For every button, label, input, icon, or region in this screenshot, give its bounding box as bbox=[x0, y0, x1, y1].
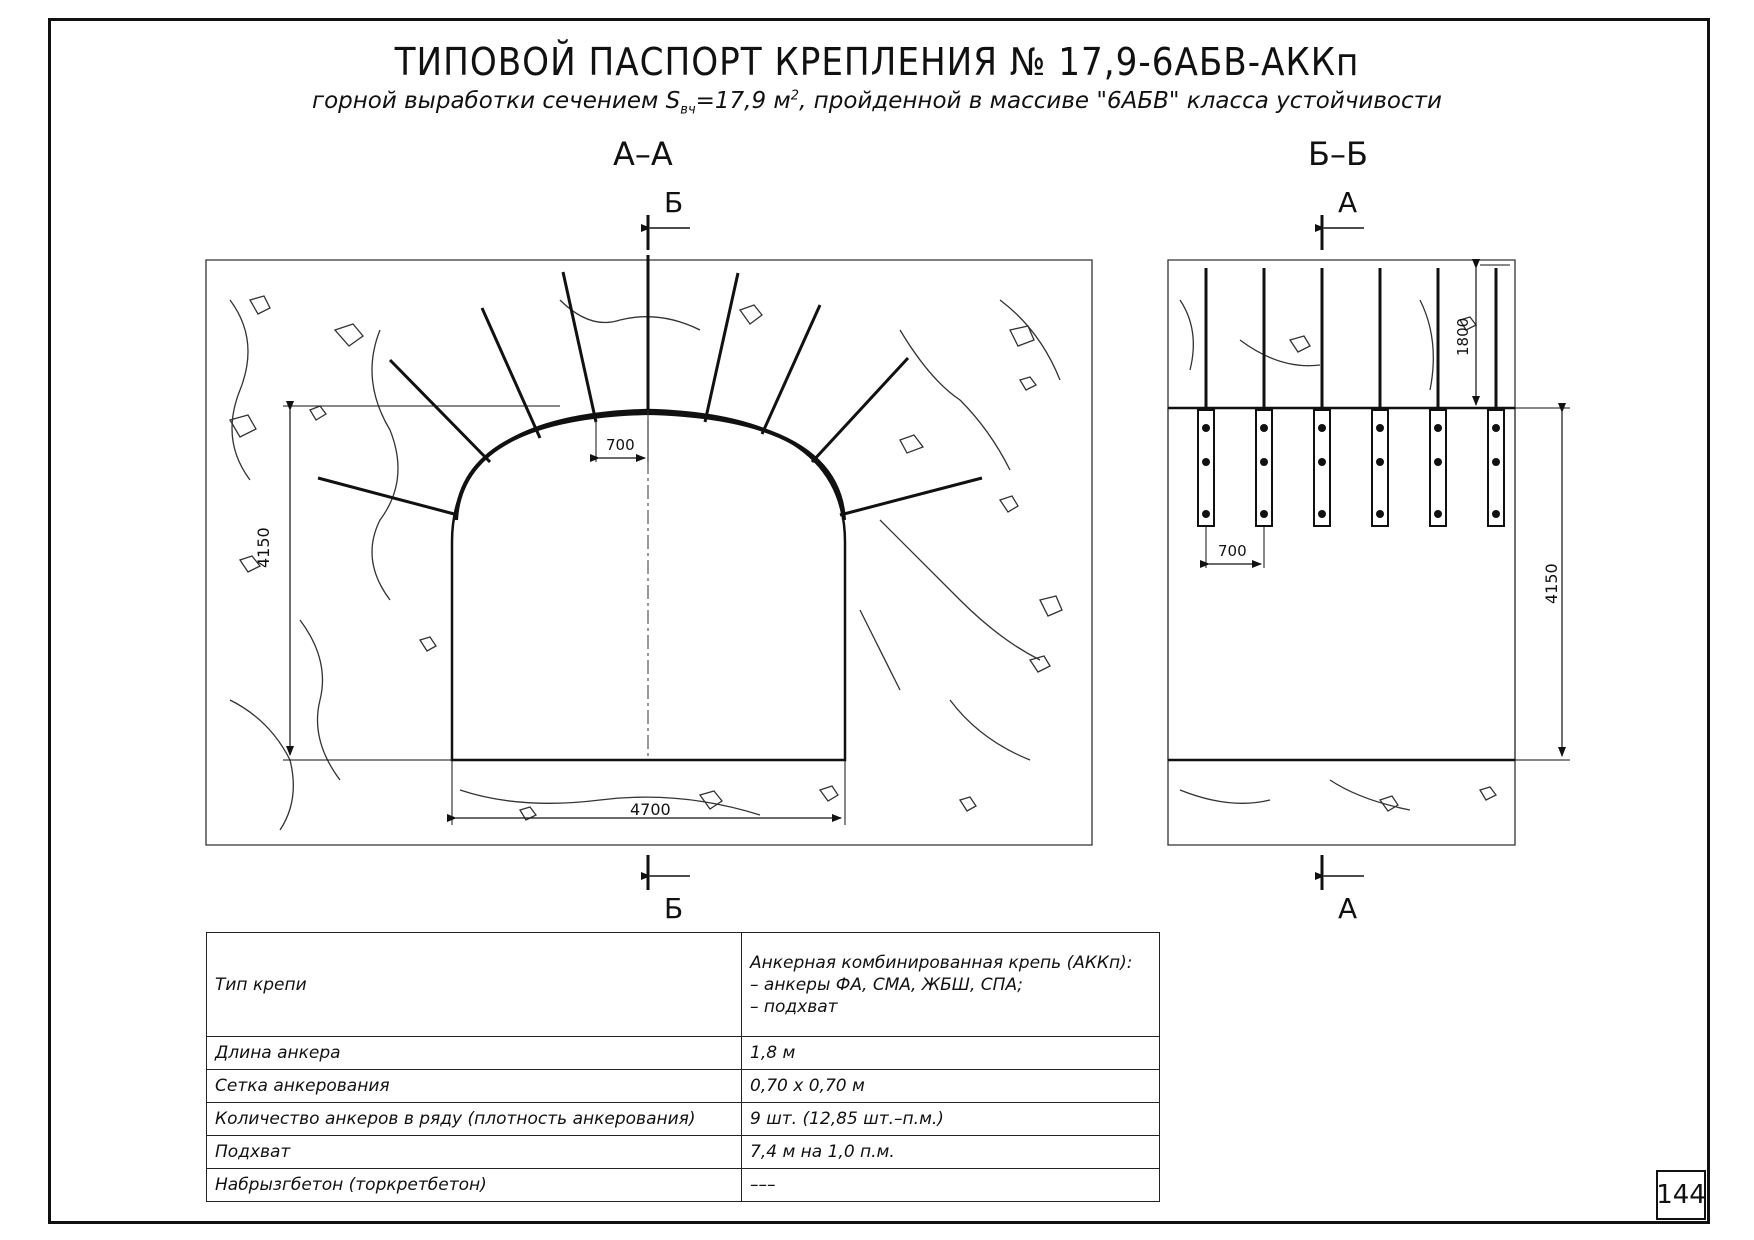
spec-value-line: Анкерная комбинированная крепь (АККп): bbox=[750, 952, 1133, 973]
spec-table: Тип крепи Анкерная комбинированная крепь … bbox=[206, 932, 1160, 1202]
section-aa-cut-label-top: Б bbox=[664, 186, 684, 219]
anchor-2 bbox=[388, 358, 492, 464]
section-bb-cut-marks bbox=[1315, 215, 1364, 890]
spec-value: 9 шт. (12,85 шт.–п.м.) bbox=[741, 1102, 1160, 1136]
spec-value-line: 0,70 х 0,70 м bbox=[750, 1076, 865, 1096]
spec-value: Анкерная комбинированная крепь (АККп): –… bbox=[741, 932, 1160, 1037]
spec-row: Сетка анкерования 0,70 х 0,70 м bbox=[206, 1069, 1160, 1103]
section-bb-anchors bbox=[1204, 268, 1498, 408]
anchor-6 bbox=[703, 272, 740, 423]
spec-key: Тип крепи bbox=[206, 932, 742, 1037]
spec-value: 7,4 м на 1,0 п.м. bbox=[741, 1135, 1160, 1169]
spec-value: ––– bbox=[741, 1168, 1160, 1202]
spec-key: Количество анкеров в ряду (плотность анк… bbox=[206, 1102, 742, 1136]
section-bb-straps bbox=[1197, 409, 1505, 527]
spec-value-line: 7,4 м на 1,0 п.м. bbox=[750, 1142, 895, 1162]
spec-value-line: ––– bbox=[750, 1175, 776, 1195]
spec-value-line: 1,8 м bbox=[750, 1043, 796, 1063]
spec-row: Подхват 7,4 м на 1,0 п.м. bbox=[206, 1135, 1160, 1169]
drawing-title: ТИПОВОЙ ПАСПОРТ КРЕПЛЕНИЯ № 17,9-6АБВ-АК… bbox=[394, 40, 1360, 84]
section-aa-cut-label-bottom: Б bbox=[664, 892, 684, 925]
spec-value-line: – анкеры ФА, СМА, ЖБШ, СПА; bbox=[750, 974, 1023, 995]
section-bb-cut-label-top: А bbox=[1338, 186, 1358, 219]
drawing-frame bbox=[48, 18, 1710, 1224]
section-bb-spacing-dim: 700 bbox=[1218, 542, 1247, 560]
section-aa-width-dim: 4700 bbox=[630, 800, 671, 819]
spec-key: Сетка анкерования bbox=[206, 1069, 742, 1103]
spec-key: Подхват bbox=[206, 1135, 742, 1169]
spec-value-line: – подхват bbox=[750, 996, 838, 1017]
anchor-8 bbox=[810, 356, 910, 464]
section-aa-anchors bbox=[317, 255, 983, 517]
section-bb-strap-bolts bbox=[1202, 424, 1500, 518]
spec-key: Длина анкера bbox=[206, 1036, 742, 1070]
section-aa-height-dim: 4150 bbox=[254, 527, 273, 568]
section-bb-title: Б–Б bbox=[1308, 135, 1368, 173]
spec-value: 1,8 м bbox=[741, 1036, 1160, 1070]
drawing-subtitle: горной выработки сечением Sвч=17,9 м2, п… bbox=[312, 88, 1442, 118]
page-number: 144 bbox=[1656, 1170, 1706, 1220]
spec-row: Количество анкеров в ряду (плотность анк… bbox=[206, 1102, 1160, 1136]
spec-row: Длина анкера 1,8 м bbox=[206, 1036, 1160, 1070]
anchor-3 bbox=[480, 307, 542, 439]
section-bb-height-dim: 4150 bbox=[1542, 563, 1561, 604]
spec-value-line: 9 шт. (12,85 шт.–п.м.) bbox=[750, 1109, 944, 1129]
anchor-4 bbox=[561, 271, 598, 423]
anchor-7 bbox=[760, 304, 822, 435]
spec-key: Набрызгбетон (торкретбетон) bbox=[206, 1168, 742, 1202]
section-aa-title: А–А bbox=[613, 135, 673, 173]
anchor-9 bbox=[839, 476, 983, 517]
section-aa-spacing-dim: 700 bbox=[606, 436, 635, 454]
anchor-1 bbox=[317, 476, 459, 517]
section-aa-cut-marks bbox=[641, 215, 690, 890]
section-bb-anchor-dim: 1800 bbox=[1454, 317, 1472, 356]
spec-row: Набрызгбетон (торкретбетон) ––– bbox=[206, 1168, 1160, 1202]
spec-row: Тип крепи Анкерная комбинированная крепь … bbox=[206, 932, 1160, 1037]
section-bb-cut-label-bottom: А bbox=[1338, 892, 1358, 925]
spec-value: 0,70 х 0,70 м bbox=[741, 1069, 1160, 1103]
